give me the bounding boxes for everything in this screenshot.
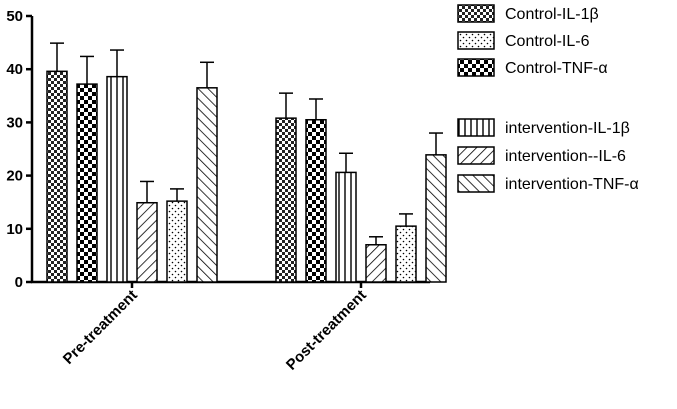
y-tick-label: 20	[6, 168, 23, 185]
y-tick-label: 10	[6, 221, 23, 238]
bar	[425, 154, 447, 283]
legend: Control-IL-1β Control-IL-6 Control-TNF-α in…	[457, 4, 639, 193]
bar	[136, 201, 158, 283]
legend-label: intervention-TNF-α	[505, 176, 639, 193]
y-tick-label: 0	[15, 274, 23, 291]
bar	[365, 244, 387, 283]
category-label: Pre-treatment	[60, 287, 141, 368]
bar	[106, 75, 128, 283]
legend-swatch	[457, 146, 495, 165]
legend-swatch	[457, 31, 495, 50]
bar	[166, 200, 188, 283]
bars	[46, 42, 447, 283]
legend-swatch	[457, 4, 495, 23]
legend-swatch	[457, 118, 495, 137]
bar	[305, 118, 327, 283]
legend-label: intervention--IL-6	[505, 148, 626, 165]
bar	[395, 225, 417, 283]
y-tick-label: 40	[6, 61, 23, 78]
bar	[335, 171, 357, 283]
bar	[275, 117, 297, 283]
axes: 0 10 20 30 40 50 Pre-treatment Post-treatment	[6, 8, 430, 374]
legend-label: intervention-IL-1β	[505, 120, 630, 137]
y-tick-label: 30	[6, 114, 23, 131]
bar	[76, 83, 98, 283]
bar	[46, 70, 68, 283]
legend-label: Control-IL-6	[505, 33, 590, 50]
legend-label: Control-TNF-α	[505, 60, 608, 77]
y-tick-label: 50	[6, 8, 23, 25]
bar	[196, 87, 218, 283]
legend-label: Control-IL-1β	[505, 6, 599, 23]
category-label: Post-treatment	[283, 287, 370, 374]
legend-swatch	[457, 174, 495, 193]
legend-swatch	[457, 58, 495, 77]
